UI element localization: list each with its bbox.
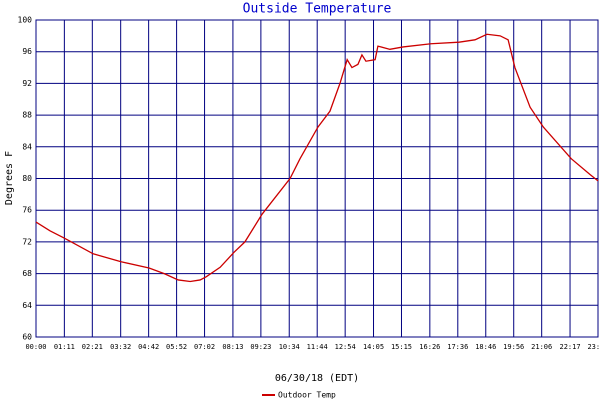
x-tick-label: 21:06 <box>531 343 552 351</box>
x-axis-label: 06/30/18 (EDT) <box>275 373 359 384</box>
y-tick-label: 60 <box>22 333 32 342</box>
y-axis-label: Degrees F <box>4 151 15 205</box>
x-tick-label: 09:23 <box>250 343 271 351</box>
legend-label: Outdoor Temp <box>278 391 336 400</box>
y-tick-label: 72 <box>22 237 32 246</box>
x-tick-label: 07:02 <box>194 343 215 351</box>
x-tick-label: 05:52 <box>166 343 187 351</box>
chart-title: Outside Temperature <box>243 2 392 17</box>
x-tick-label: 17:36 <box>447 343 468 351</box>
x-tick-label: 11:44 <box>307 343 328 351</box>
y-tick-label: 64 <box>22 301 32 310</box>
x-tick-label: 00:00 <box>25 343 46 351</box>
x-tick-label: 16:26 <box>419 343 440 351</box>
x-tick-label: 08:13 <box>222 343 243 351</box>
x-tick-label: 23:27 <box>587 343 600 351</box>
y-tick-label: 100 <box>18 16 33 25</box>
x-tick-label: 12:54 <box>335 343 356 351</box>
x-tick-label: 10:34 <box>279 343 300 351</box>
y-tick-label: 88 <box>22 111 32 120</box>
y-tick-label: 76 <box>22 206 32 215</box>
y-tick-label: 96 <box>22 47 32 56</box>
y-tick-label: 68 <box>22 269 32 278</box>
x-tick-label: 01:11 <box>54 343 75 351</box>
x-tick-label: 18:46 <box>475 343 496 351</box>
x-tick-label: 19:56 <box>503 343 524 351</box>
x-tick-label: 04:42 <box>138 343 159 351</box>
x-tick-label: 22:17 <box>560 343 581 351</box>
x-tick-label: 15:15 <box>391 343 412 351</box>
y-tick-label: 84 <box>22 142 32 151</box>
x-tick-label: 14:05 <box>363 343 384 351</box>
x-tick-label: 02:21 <box>82 343 103 351</box>
y-tick-label: 92 <box>22 79 32 88</box>
x-tick-label: 03:32 <box>110 343 131 351</box>
data-line <box>35 33 599 283</box>
y-tick-label: 80 <box>22 174 32 183</box>
